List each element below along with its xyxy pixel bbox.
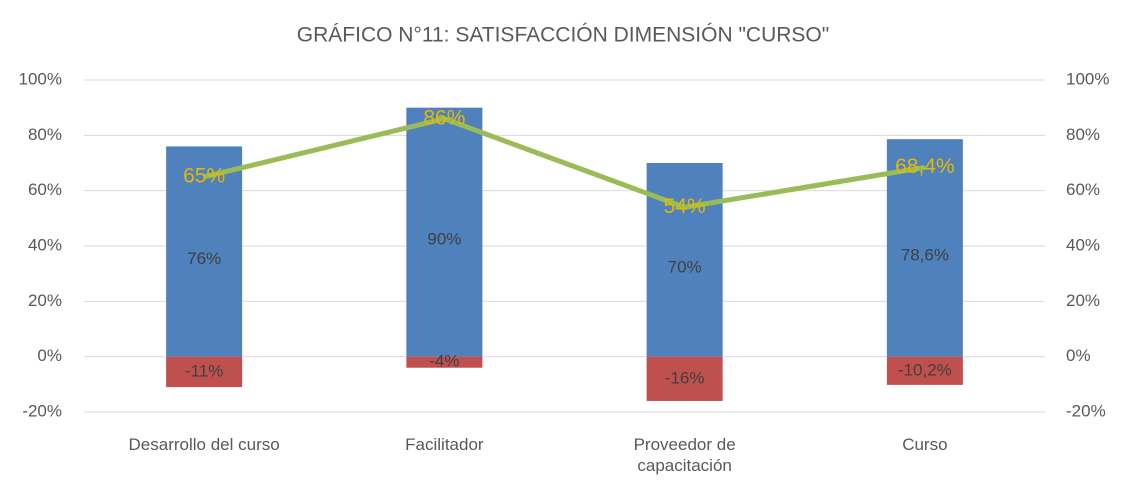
chart-title: GRÁFICO N°11: SATISFACCIÓN DIMENSIÓN "CU… xyxy=(297,24,829,47)
x-tick-label: Desarrollo del curso xyxy=(128,435,280,454)
bar xyxy=(406,356,483,368)
y-tick-label: 40% xyxy=(28,235,62,254)
bar-label: -4% xyxy=(429,352,459,371)
line-label: 54% xyxy=(664,195,706,218)
bar-label: 90% xyxy=(427,230,461,249)
bar xyxy=(886,356,963,385)
bar-label: -16% xyxy=(665,368,705,387)
y-tick-label: 80% xyxy=(28,125,62,144)
bar xyxy=(166,146,243,357)
bar-label: 78,6% xyxy=(901,245,949,264)
bar-label: -11% xyxy=(185,361,223,380)
y2-tick-label: 80% xyxy=(1066,125,1100,144)
y2-tick-label: 100% xyxy=(1066,69,1109,88)
y2-tick-label: 40% xyxy=(1066,235,1100,254)
y-tick-label: 20% xyxy=(28,291,62,310)
line xyxy=(203,116,926,210)
bar xyxy=(406,107,483,357)
bar xyxy=(166,356,243,388)
y-tick-label: 0% xyxy=(37,346,62,365)
line-label: 68,4% xyxy=(895,155,955,178)
line-label: 86% xyxy=(423,106,465,129)
line-label: 65% xyxy=(183,164,225,187)
y-tick-label: 60% xyxy=(28,180,62,199)
x-tick-label: Proveedor de capacitación xyxy=(633,435,736,475)
bar-label: -10,2% xyxy=(898,360,952,379)
y2-tick-label: 20% xyxy=(1066,291,1100,310)
bar-label: 76% xyxy=(187,249,221,268)
bar xyxy=(646,356,723,401)
bar-label: 70% xyxy=(668,257,702,276)
y-tick-label: 100% xyxy=(19,69,62,88)
y2-tick-label: -20% xyxy=(1066,401,1106,420)
y-tick-label: -20% xyxy=(22,401,62,420)
y2-tick-label: 60% xyxy=(1066,180,1100,199)
y2-tick-label: 0% xyxy=(1066,346,1091,365)
x-tick-label: Curso xyxy=(902,435,948,454)
x-tick-label: Facilitador xyxy=(405,435,484,454)
bar xyxy=(886,139,963,357)
